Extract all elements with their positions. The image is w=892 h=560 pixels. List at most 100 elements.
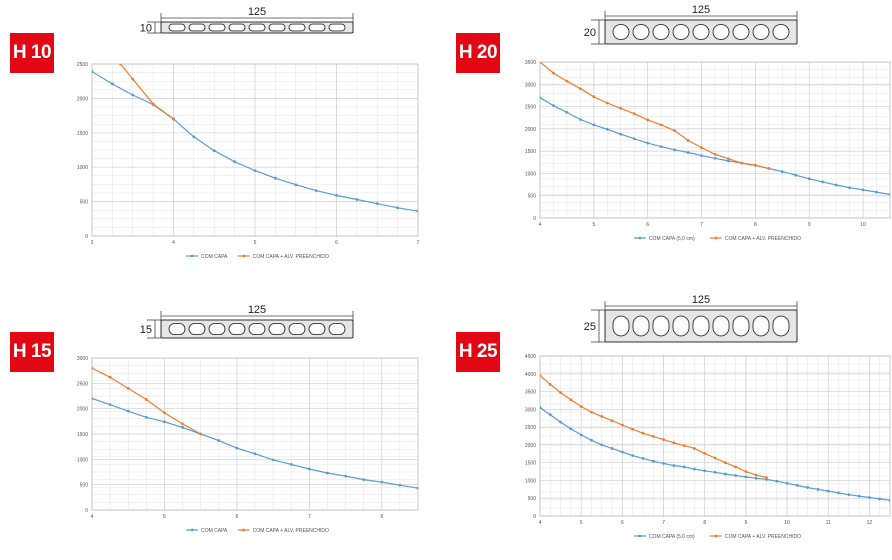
data-point <box>753 164 757 167</box>
data-point <box>672 464 676 467</box>
data-point <box>92 366 94 370</box>
data-point <box>713 470 717 474</box>
legend: COM CAPA (5,0 cm) COM CAPA + ALV. PREENCH… <box>633 236 801 242</box>
data-point <box>540 374 542 377</box>
data-point <box>673 148 677 152</box>
hollow-core <box>248 23 266 32</box>
data-point <box>744 470 748 473</box>
data-point <box>632 137 636 141</box>
data-point <box>641 457 645 460</box>
series-line <box>92 366 203 436</box>
data-point <box>559 420 562 424</box>
data-point <box>672 441 676 445</box>
slab-section-diagram: 125 25 <box>584 294 798 343</box>
data-point <box>108 375 112 379</box>
data-point <box>826 489 830 493</box>
slab-height-label: 20 <box>584 27 596 39</box>
hollow-core <box>208 23 226 32</box>
x-tick-label: 6 <box>235 514 238 520</box>
grid <box>539 355 891 517</box>
data-point <box>273 176 277 180</box>
y-tick-label: 3000 <box>525 82 536 88</box>
y-tick-label: 4000 <box>525 372 536 378</box>
y-tick-label: 0 <box>533 514 536 520</box>
y-tick-label: 0 <box>85 234 88 240</box>
x-tick-label: 7 <box>417 240 420 246</box>
data-point <box>723 472 727 476</box>
data-point <box>540 96 542 100</box>
data-point <box>734 465 737 469</box>
data-point <box>662 461 665 465</box>
data-point <box>344 474 347 478</box>
data-point <box>765 476 768 479</box>
data-point <box>92 397 94 400</box>
data-point <box>253 169 257 173</box>
x-tick-label: 10 <box>860 222 866 228</box>
hollow-core <box>268 322 286 336</box>
x-tick-label: 3 <box>91 240 94 246</box>
legend: COM CAPA COM CAPA + ALV. PREENCHIDO <box>186 528 329 534</box>
slab-height-label: 15 <box>140 324 152 336</box>
data-point <box>662 438 665 441</box>
data-point <box>727 157 730 161</box>
legend-entry: COM CAPA (5,0 cm) <box>649 236 695 242</box>
panel-h20: H 20 125 20 0 500 1000 1500 2000 2500 3000 3500 4… <box>446 0 892 280</box>
data-point <box>794 173 798 177</box>
hollow-core <box>732 315 750 337</box>
data-point <box>610 447 614 450</box>
legend-entry: COM CAPA + ALV. PREENCHIDO <box>725 236 801 242</box>
data-point <box>151 102 155 106</box>
legend-entry: COM CAPA + ALV. PREENCHIDO <box>253 528 329 534</box>
hollow-core <box>632 24 650 40</box>
series-path <box>540 62 769 170</box>
data-point <box>92 70 94 73</box>
y-tick-label: 2000 <box>525 443 536 449</box>
data-point <box>703 452 707 455</box>
slab-section-diagram: 125 20 <box>584 4 798 45</box>
hollow-core <box>228 23 246 32</box>
data-point <box>875 190 878 194</box>
x-tick-label: 4 <box>172 240 175 246</box>
hollow-core <box>732 24 750 40</box>
data-point <box>548 413 552 417</box>
x-tick-label: 9 <box>808 222 811 228</box>
data-point <box>834 183 838 187</box>
data-point <box>857 494 861 498</box>
data-point <box>289 463 293 466</box>
data-point <box>233 160 237 164</box>
hollow-core <box>328 23 346 32</box>
series-line <box>540 406 890 502</box>
data-point <box>565 79 569 83</box>
y-tick-label: 4500 <box>525 354 536 360</box>
data-point <box>569 398 573 402</box>
slab-section-diagram: 125 10 <box>140 6 354 35</box>
x-tick-label: 10 <box>784 520 790 526</box>
data-point <box>673 129 677 133</box>
y-tick-label: 0 <box>533 216 536 222</box>
y-tick-label: 500 <box>80 200 89 206</box>
y-tick-label: 1500 <box>77 432 88 438</box>
data-point <box>416 209 418 213</box>
grid <box>91 357 419 511</box>
grid <box>539 61 891 219</box>
y-tick-label: 0 <box>85 508 88 514</box>
y-tick-label: 3500 <box>525 390 536 396</box>
x-tick-label: 6 <box>646 222 649 228</box>
hollow-core <box>612 24 630 40</box>
x-tick-label: 7 <box>662 520 665 526</box>
slab-section-diagram: 125 15 <box>140 304 354 339</box>
hollow-core <box>168 23 186 32</box>
data-point <box>816 487 820 491</box>
data-point <box>380 480 384 484</box>
slab-height-label: 10 <box>140 23 152 35</box>
data-point <box>700 146 703 149</box>
data-point <box>605 101 609 105</box>
x-tick-label: 5 <box>163 514 166 520</box>
data-point <box>579 433 583 437</box>
data-point <box>144 415 148 419</box>
y-tick-label: 2000 <box>77 407 88 413</box>
data-point <box>754 473 758 477</box>
data-point <box>703 469 707 473</box>
slab-width-label: 125 <box>248 6 266 18</box>
